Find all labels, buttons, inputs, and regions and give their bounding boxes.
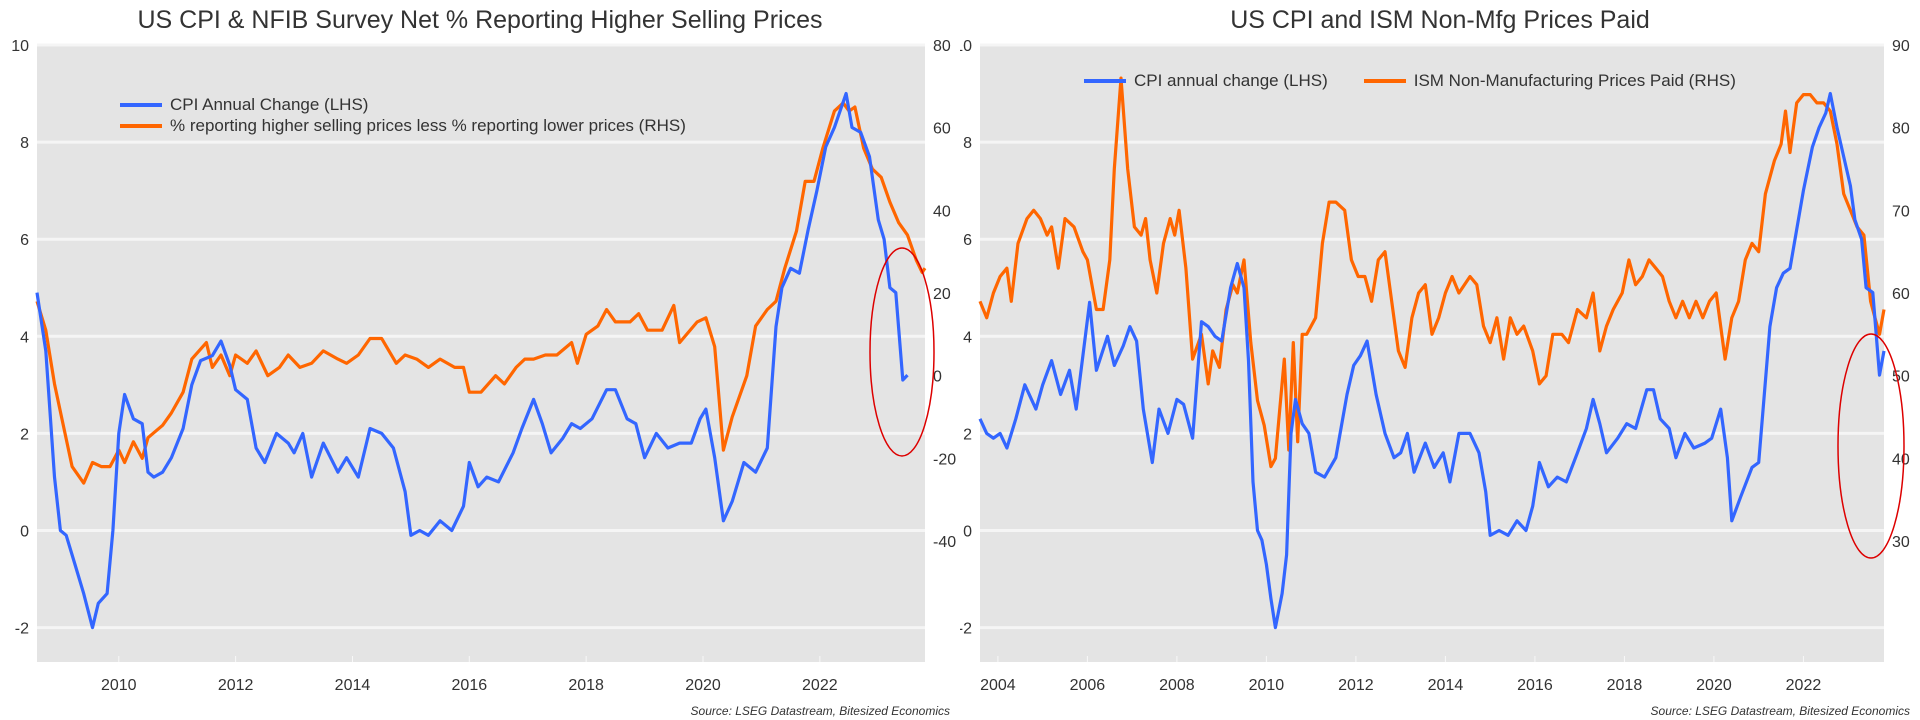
x-tick-label: 2016 — [452, 677, 488, 694]
legend-item-nfib: % reporting higher selling prices less %… — [120, 115, 686, 136]
series-line-rhs — [35, 101, 927, 485]
y-right-tick-label: 30 — [1892, 534, 1910, 551]
y-left-tick-label: 4 — [20, 329, 29, 346]
legend-swatch-ism — [1363, 78, 1406, 83]
legend-items: CPI annual change (LHS) ISM Non-Manufact… — [1084, 70, 1736, 91]
y-right-tick-label: 40 — [933, 203, 951, 220]
y-left-tick-label: 6 — [963, 232, 972, 249]
y-right-tick-label: 90 — [1892, 38, 1910, 55]
x-tick-label: 2008 — [1159, 677, 1195, 694]
legend-label: ISM Non-Manufacturing Prices Paid (RHS) — [1413, 70, 1736, 90]
legend-swatch-nfib — [120, 123, 162, 128]
x-tick-label: 2014 — [335, 677, 371, 694]
y-right-tick-label: 0 — [933, 369, 942, 386]
y-left-tick-label: 2 — [20, 426, 29, 443]
x-tick-label: 2020 — [1696, 677, 1732, 694]
legend-label: % reporting higher selling prices less %… — [170, 115, 686, 135]
y-left-tick-label: -2 — [15, 621, 29, 638]
x-tick-label: 2014 — [1428, 677, 1464, 694]
y-left-tick-label: 0 — [963, 523, 972, 540]
y-left-tick-label: -2 — [960, 621, 972, 638]
y-left-tick-label: 10 — [11, 38, 29, 55]
y-right-tick-label: 80 — [933, 38, 951, 55]
legend-swatch-cpi — [120, 102, 162, 107]
x-tick-label: 2004 — [980, 677, 1016, 694]
y-right-tick-label: 70 — [1892, 203, 1910, 220]
x-tick-label: 2006 — [1070, 677, 1106, 694]
y-right-tick-label: 50 — [1892, 369, 1910, 386]
legend-label: CPI Annual Change (LHS) — [170, 94, 369, 114]
y-right-tick-label: 80 — [1892, 121, 1910, 138]
legend-swatch-cpi — [1084, 78, 1126, 83]
chart-legend: CPI annual change (LHS) ISM Non-Manufact… — [1084, 70, 1736, 91]
x-tick-label: 2010 — [101, 677, 137, 694]
plot-background — [37, 45, 925, 662]
y-right-tick-label: 40 — [1892, 451, 1910, 468]
y-right-tick-label: -20 — [933, 451, 956, 468]
y-left-tick-label: 8 — [963, 135, 972, 152]
x-tick-label: 2016 — [1517, 677, 1553, 694]
y-left-tick-label: 10 — [960, 38, 972, 55]
plot-background — [980, 45, 1884, 662]
annotation-ellipse — [869, 247, 935, 457]
x-tick-label: 2018 — [1607, 677, 1643, 694]
x-tick-label: 2010 — [1249, 677, 1285, 694]
y-right-tick-label: 60 — [933, 121, 951, 138]
y-right-tick-label: 60 — [1892, 286, 1910, 303]
chart-panel-nfib: US CPI & NFIB Survey Net % Reporting Hig… — [11, 6, 956, 718]
chart-plot-ism: -2 0 2 4 6 8 10 30 40 50 60 70 80 90 2004 2006 2008 2010 2… — [960, 38, 1910, 694]
y-left-tick-label: 0 — [20, 523, 29, 540]
chart-legend: CPI Annual Change (LHS) % reporting high… — [120, 94, 686, 136]
y-right-tick-label: -40 — [933, 534, 956, 551]
chart-title: US CPI & NFIB Survey Net % Reporting Hig… — [137, 6, 823, 34]
y-left-tick-label: 6 — [20, 232, 29, 249]
chart-panel-ism: US CPI and ISM Non-Mfg Prices Paid -2 0 2 4… — [960, 0, 1920, 720]
annotation-ellipse — [1837, 333, 1905, 559]
y-left-tick-label: 8 — [20, 135, 29, 152]
x-tick-label: 2012 — [1338, 677, 1374, 694]
series-line-cpi — [35, 91, 909, 630]
y-left-tick-label: 2 — [963, 426, 972, 443]
legend-label: CPI annual change (LHS) — [1134, 70, 1328, 90]
series-line-cpi — [978, 91, 1886, 630]
y-right-tick-label: 20 — [933, 286, 951, 303]
legend-item-cpi: CPI Annual Change (LHS) — [120, 94, 686, 115]
x-tick-label: 2022 — [1786, 677, 1822, 694]
x-tick-label: 2020 — [685, 677, 721, 694]
source-note: Source: LSEG Datastream, Bitesized Econo… — [1650, 704, 1910, 718]
chart-title: US CPI and ISM Non-Mfg Prices Paid — [1230, 6, 1650, 34]
y-left-tick-label: 4 — [963, 329, 972, 346]
x-tick-label: 2012 — [218, 677, 254, 694]
x-tick-label: 2018 — [568, 677, 604, 694]
series-line-rhs — [978, 76, 1886, 469]
source-note: Source: LSEG Datastream, Bitesized Econo… — [690, 704, 950, 718]
x-tick-label: 2022 — [802, 677, 838, 694]
